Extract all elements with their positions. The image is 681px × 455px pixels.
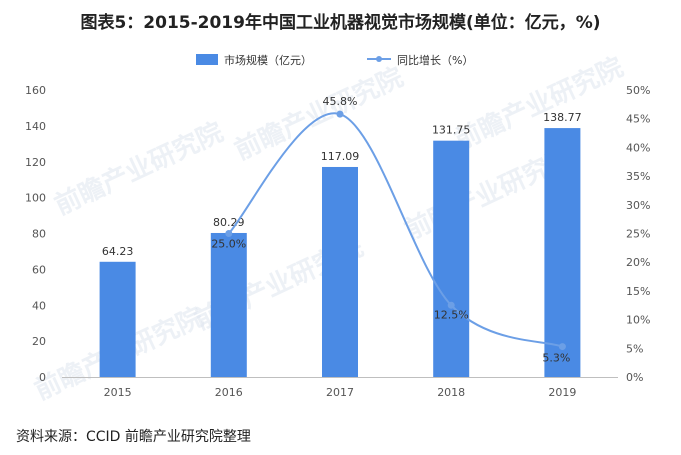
- x-axis: 2015 2016 2017 2018 2019: [62, 377, 618, 399]
- chart-title: 图表5：2015-2019年中国工业机器视觉市场规模(单位：亿元，%): [80, 13, 601, 33]
- y2-tick-label: 15%: [626, 285, 650, 298]
- y-tick-label: 100: [25, 192, 46, 205]
- growth-label: 25.0%: [211, 238, 246, 251]
- y-tick-label: 140: [25, 120, 46, 133]
- growth-point: [336, 110, 344, 118]
- bar: [322, 166, 358, 377]
- growth-point: [447, 301, 455, 309]
- legend-bar-label: 市场规模（亿元）: [224, 53, 312, 67]
- y-tick-label: 60: [32, 263, 46, 276]
- y-tick-label: 40: [32, 299, 46, 312]
- y2-tick-label: 50%: [626, 84, 650, 97]
- y2-tick-label: 0%: [626, 371, 643, 384]
- bar: [433, 140, 470, 377]
- y2-tick-label: 40%: [626, 141, 650, 154]
- legend-bar-swatch: [196, 54, 218, 65]
- y-tick-label: 80: [32, 228, 46, 241]
- x-tick-label: 2017: [326, 386, 354, 399]
- watermark-text: 前瞻产业研究院: [50, 116, 228, 221]
- growth-label: 12.5%: [434, 308, 469, 321]
- line-labels: 25.0% 45.8% 12.5% 5.3%: [211, 95, 570, 364]
- left-axis-ticks: 0 20 40 60 80 100 120 140 160: [25, 84, 46, 384]
- watermark-text: 前瞻产业研究院: [450, 51, 628, 156]
- growth-point: [558, 343, 566, 351]
- legend-line-marker: [376, 56, 382, 62]
- growth-point: [225, 230, 233, 237]
- bar-value-label: 138.77: [543, 111, 582, 124]
- growth-label: 5.3%: [542, 352, 570, 365]
- y2-tick-label: 25%: [626, 228, 650, 241]
- y2-tick-label: 45%: [626, 113, 650, 126]
- growth-line: [228, 112, 563, 348]
- bar: [210, 232, 247, 377]
- legend: 市场规模（亿元） 同比增长（%）: [196, 53, 473, 67]
- y-tick-label: 0: [39, 371, 46, 384]
- x-tick-label: 2018: [437, 386, 465, 399]
- x-tick-label: 2015: [104, 386, 132, 399]
- y2-tick-label: 10%: [626, 314, 650, 327]
- bar-series: [99, 128, 581, 377]
- bar-labels: 64.23 80.29 117.09 131.75 138.77: [102, 111, 582, 258]
- watermark-text: 前瞻产业研究院: [230, 61, 408, 166]
- y-tick-label: 160: [25, 84, 46, 97]
- bar: [99, 261, 136, 377]
- y-tick-label: 20: [32, 335, 46, 348]
- line-series: [225, 110, 566, 351]
- bar-value-label: 64.23: [102, 245, 134, 258]
- y2-tick-label: 5%: [626, 342, 643, 355]
- bar-value-label: 80.29: [213, 216, 245, 229]
- x-tick-label: 2019: [548, 386, 576, 399]
- y-tick-label: 120: [25, 156, 46, 169]
- x-tick-label: 2016: [215, 386, 243, 399]
- source-note: 资料来源：CCID 前瞻产业研究院整理: [16, 429, 251, 445]
- y2-tick-label: 20%: [626, 256, 650, 269]
- bar-value-label: 131.75: [432, 124, 471, 137]
- y2-tick-label: 35%: [626, 170, 650, 183]
- legend-line-label: 同比增长（%）: [397, 53, 473, 67]
- bar-value-label: 117.09: [321, 150, 360, 163]
- y2-tick-label: 30%: [626, 199, 650, 212]
- bar: [544, 128, 581, 377]
- right-axis-ticks: 0% 5% 10% 15% 20% 25% 30% 35% 40% 45% 50%: [626, 84, 650, 384]
- growth-label: 45.8%: [323, 95, 358, 108]
